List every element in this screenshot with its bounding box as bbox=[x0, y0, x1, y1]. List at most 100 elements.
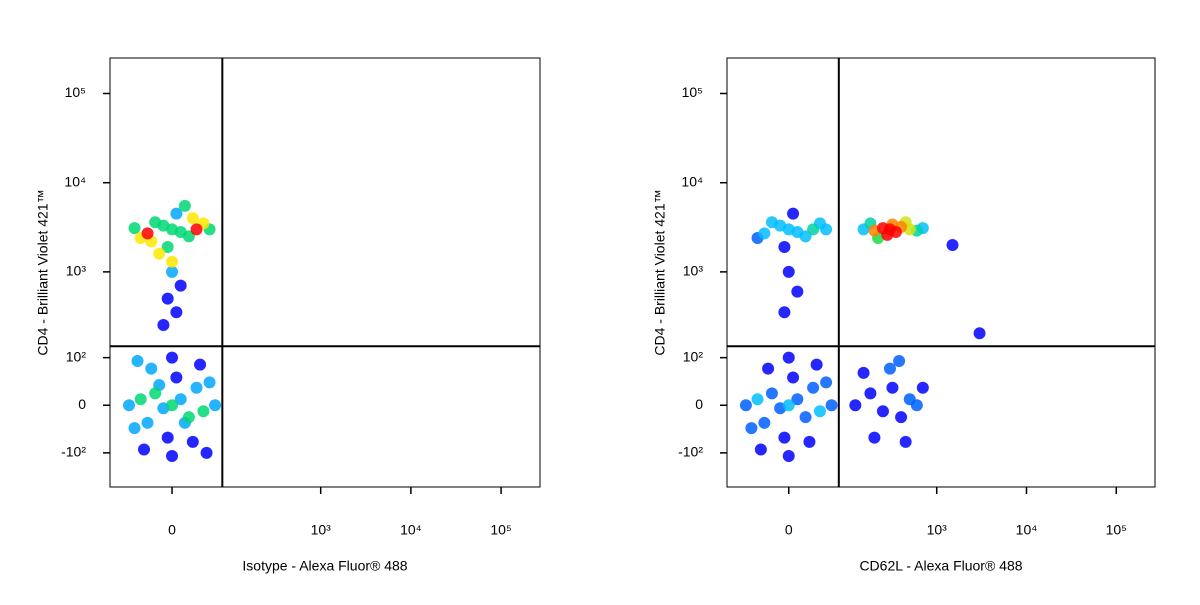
event-dot bbox=[166, 351, 179, 364]
event-dot bbox=[946, 239, 959, 252]
event-dot bbox=[787, 207, 800, 220]
event-dot bbox=[791, 285, 804, 298]
x-tick-label: 10⁴ bbox=[400, 522, 422, 538]
event-dot bbox=[174, 279, 187, 292]
x-tick-label: 0 bbox=[785, 522, 793, 538]
event-dot bbox=[791, 393, 804, 406]
y-tick-label: 10³ bbox=[683, 263, 704, 279]
event-dot bbox=[876, 405, 889, 418]
event-dot bbox=[203, 376, 216, 389]
event-dot bbox=[174, 393, 187, 406]
event-dot bbox=[807, 381, 820, 394]
event-dot bbox=[758, 416, 771, 429]
event-dot bbox=[166, 255, 179, 268]
event-dot bbox=[886, 381, 899, 394]
event-dot bbox=[765, 216, 778, 229]
event-dot bbox=[122, 399, 135, 412]
event-dot bbox=[186, 435, 199, 448]
event-dot bbox=[857, 366, 870, 379]
event-dot bbox=[128, 422, 141, 435]
event-dot bbox=[799, 230, 812, 243]
y-axis-label: CD4 - Brilliant Violet 421™ bbox=[652, 189, 668, 355]
event-dot bbox=[849, 399, 862, 412]
event-dot bbox=[782, 351, 795, 364]
event-dot bbox=[149, 216, 162, 229]
event-dot bbox=[134, 393, 147, 406]
y-tick-label: 10⁵ bbox=[65, 84, 86, 100]
y-axis-label: CD4 - Brilliant Violet 421™ bbox=[35, 189, 51, 355]
event-dot bbox=[138, 443, 151, 456]
event-dot bbox=[178, 199, 191, 212]
event-dot bbox=[157, 319, 170, 332]
event-dot bbox=[149, 387, 162, 400]
event-dot bbox=[197, 405, 210, 418]
y-tick-label: 10² bbox=[683, 348, 704, 364]
event-dot bbox=[825, 399, 838, 412]
event-dot bbox=[758, 227, 771, 240]
event-dot bbox=[131, 355, 144, 368]
event-dot bbox=[782, 399, 795, 412]
event-dot bbox=[803, 435, 816, 448]
event-dot bbox=[820, 223, 833, 236]
event-dot bbox=[778, 431, 791, 444]
event-dot bbox=[893, 355, 906, 368]
y-tick-label: -10² bbox=[61, 444, 86, 460]
x-tick-label: 10³ bbox=[311, 522, 332, 538]
event-dot bbox=[170, 306, 183, 319]
event-dot bbox=[209, 399, 222, 412]
x-tick-label: 10⁵ bbox=[490, 522, 511, 538]
y-tick-label: 10⁵ bbox=[682, 84, 703, 100]
y-tick-label: 0 bbox=[695, 396, 703, 412]
event-dot bbox=[190, 381, 203, 394]
event-dot bbox=[765, 387, 778, 400]
event-dot bbox=[810, 358, 823, 371]
event-dot bbox=[194, 358, 207, 371]
event-dot bbox=[916, 381, 929, 394]
event-dot bbox=[754, 443, 767, 456]
event-dot bbox=[787, 371, 800, 384]
y-tick-label: -10² bbox=[678, 444, 703, 460]
panel: 0 10³ 10⁴ 10⁵ -10² 0 10² 10³ 10⁴ 10⁵ CD62L - Alexa… bbox=[652, 57, 1156, 574]
event-dot bbox=[739, 399, 752, 412]
event-dot bbox=[782, 265, 795, 278]
plot-frame bbox=[726, 57, 1156, 488]
event-dot bbox=[807, 223, 820, 236]
y-tick-label: 10² bbox=[66, 348, 87, 364]
x-tick-label: 10³ bbox=[927, 522, 948, 538]
y-tick-label: 0 bbox=[78, 396, 86, 412]
event-dot bbox=[813, 405, 826, 418]
x-tick-label: 10⁴ bbox=[1016, 522, 1038, 538]
x-axis-label: CD62L - Alexa Fluor® 488 bbox=[859, 558, 1022, 574]
event-dot bbox=[166, 450, 179, 463]
event-dot bbox=[910, 399, 923, 412]
event-dot bbox=[200, 446, 213, 459]
event-dot bbox=[128, 222, 141, 235]
event-dot bbox=[883, 362, 896, 375]
event-dot bbox=[778, 306, 791, 319]
event-dot bbox=[166, 399, 179, 412]
event-dot bbox=[161, 431, 174, 444]
event-dot bbox=[864, 387, 877, 400]
event-dot bbox=[161, 292, 174, 305]
event-dot bbox=[141, 416, 154, 429]
event-dot bbox=[868, 431, 881, 444]
event-dot bbox=[820, 376, 833, 389]
plot-frame bbox=[109, 57, 541, 488]
event-dot bbox=[895, 411, 908, 424]
event-dot bbox=[170, 371, 183, 384]
event-dot bbox=[153, 247, 166, 260]
event-dot bbox=[182, 411, 195, 424]
y-tick-label: 10⁴ bbox=[681, 173, 703, 189]
event-dot bbox=[145, 362, 158, 375]
y-tick-label: 10⁴ bbox=[64, 173, 86, 189]
event-dot bbox=[190, 223, 203, 236]
x-tick-label: 10⁵ bbox=[1106, 522, 1127, 538]
x-axis-label: Isotype - Alexa Fluor® 488 bbox=[242, 558, 407, 574]
panel: 0 10³ 10⁴ 10⁵ -10² 0 10² 10³ 10⁴ 10⁵ Isotype - Ale… bbox=[35, 57, 541, 574]
event-dot bbox=[161, 241, 174, 254]
event-dot bbox=[881, 228, 894, 241]
event-dot bbox=[899, 435, 912, 448]
event-dot bbox=[762, 362, 775, 375]
event-dot bbox=[751, 393, 764, 406]
